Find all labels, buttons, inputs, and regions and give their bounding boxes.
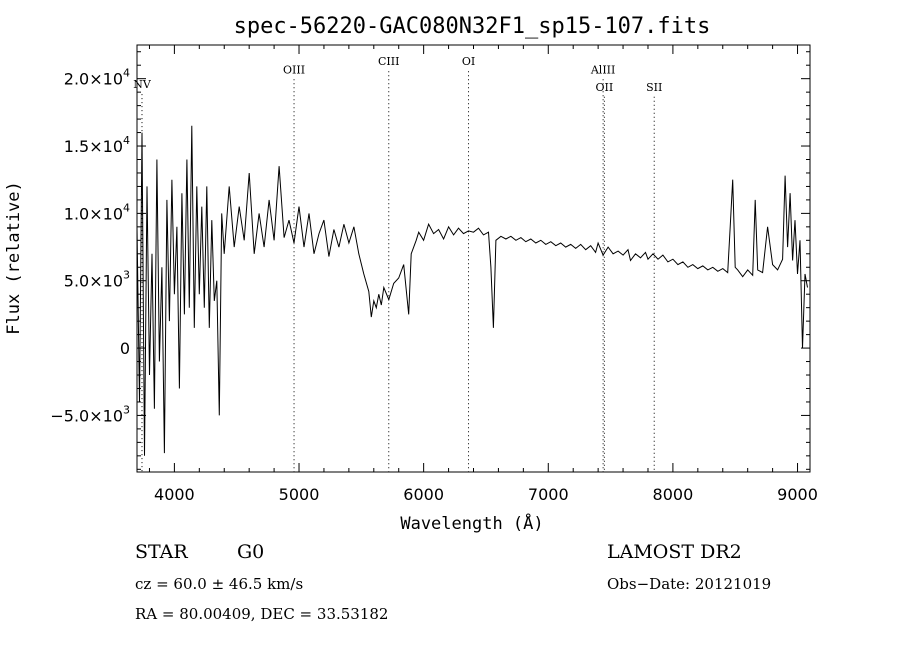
y-tick-label-1: 1.5×104 [64, 134, 130, 156]
y-axis-ticks: 2.0×104 1.5×104 1.0×104 5.0×103 0 −5.0×103 [50, 51, 810, 470]
chart-title: spec-56220-GAC080N32F1_sp15-107.fits [234, 14, 711, 39]
x-axis-ticks: 4000 5000 6000 7000 8000 9000 [148, 45, 818, 504]
line-label-0: NV [133, 78, 152, 91]
coordinates: RA = 80.00409, DEC = 33.53182 [135, 605, 388, 623]
emission-line-markers: NV OIII CIII OI AlIII OII SII [133, 55, 662, 472]
x-tick-label-2: 6000 [403, 485, 444, 504]
y-tick-label-4: 0 [120, 339, 130, 358]
x-tick-label-3: 7000 [528, 485, 569, 504]
y-tick-label-2: 1.0×104 [64, 201, 130, 223]
x-tick-label-4: 8000 [653, 485, 694, 504]
y-axis-label: Flux (relative) [4, 181, 24, 335]
x-tick-label-0: 4000 [154, 485, 195, 504]
x-tick-label-1: 5000 [279, 485, 320, 504]
line-label-1: OIII [283, 63, 305, 76]
line-label-6: SII [646, 81, 662, 94]
line-label-4: AlIII [590, 63, 616, 76]
line-label-5: OII [596, 81, 614, 94]
plot-frame [136, 44, 811, 473]
observation-date: Obs−Date: 20121019 [607, 575, 771, 593]
spectrum-line [136, 125, 808, 456]
line-label-2: CIII [378, 55, 399, 68]
spectrum-trace [136, 125, 808, 456]
object-type: STAR [135, 541, 188, 563]
y-tick-label-5: −5.0×103 [50, 403, 130, 425]
y-tick-label-3: 5.0×103 [64, 269, 130, 291]
survey-name: LAMOST DR2 [607, 541, 742, 563]
redshift-value: cz = 60.0 ± 46.5 km/s [135, 575, 303, 593]
line-label-3: OI [462, 55, 475, 68]
x-tick-label-5: 9000 [777, 485, 818, 504]
object-subclass: G0 [237, 541, 264, 563]
x-axis-label: Wavelength (Å) [400, 512, 543, 534]
y-tick-label-0: 2.0×104 [64, 67, 130, 89]
